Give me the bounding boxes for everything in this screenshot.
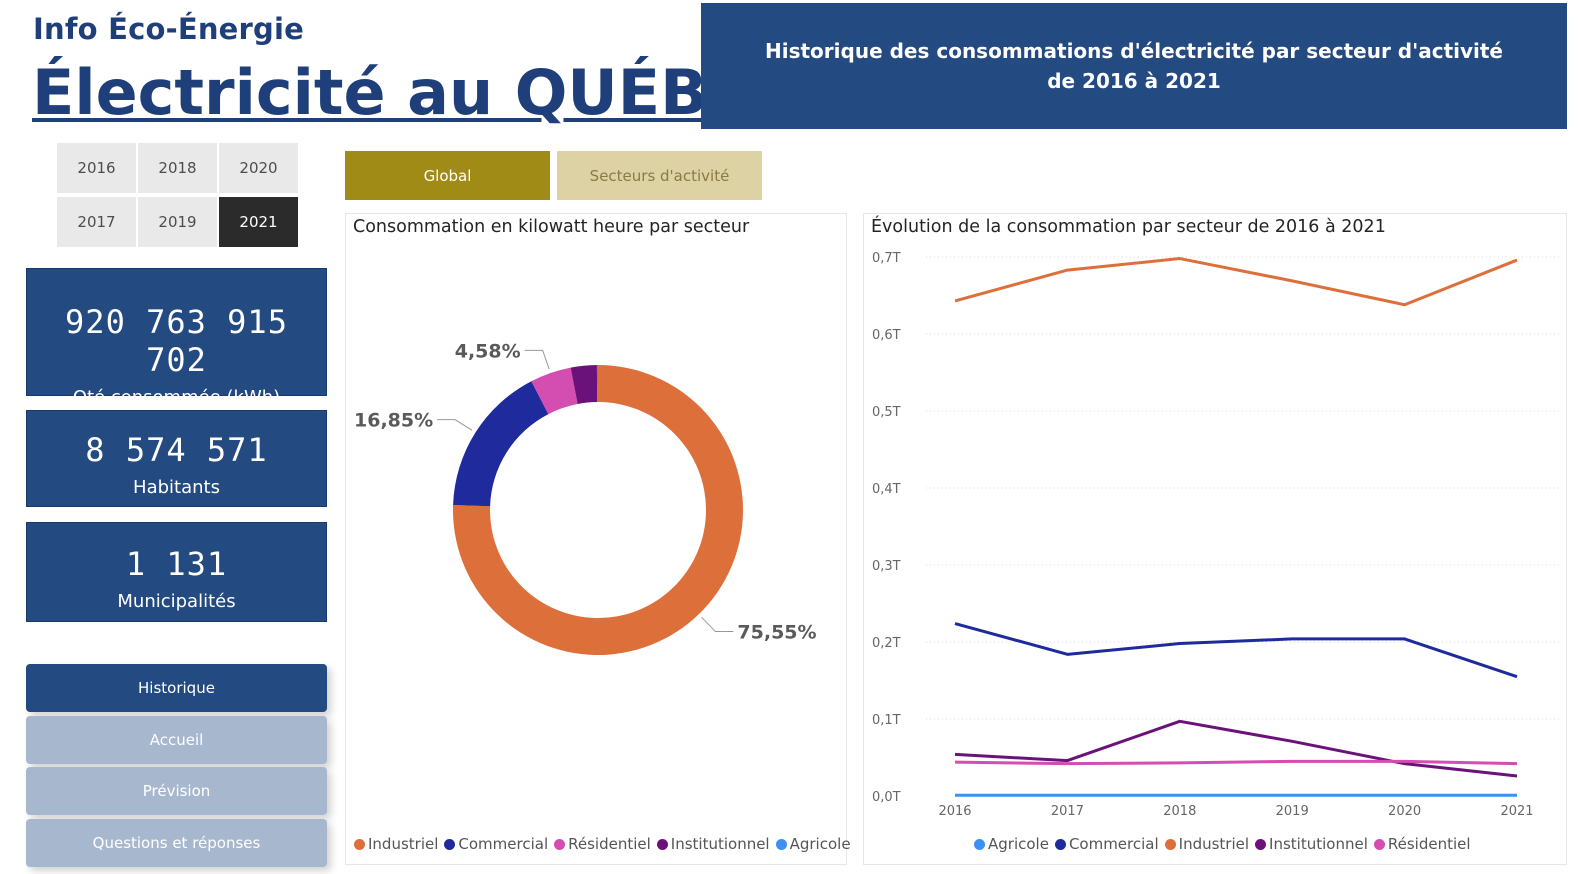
legend-dot-icon xyxy=(1373,838,1385,850)
brand-title: Électricité au QUÉBEC xyxy=(32,56,796,129)
legend-label: Agricole xyxy=(789,835,851,853)
x-tick-label: 2021 xyxy=(1500,804,1533,819)
legend-dot-icon xyxy=(1255,838,1267,850)
x-tick-label: 2018 xyxy=(1163,804,1196,819)
year-slicer: 2016 2018 2020 2017 2019 2021 xyxy=(57,143,298,247)
brand-subtitle: Info Éco-Énergie xyxy=(33,12,305,46)
x-tick-label: 2017 xyxy=(1051,804,1084,819)
kpi-population-label: Habitants xyxy=(133,477,220,498)
nav-prevision-button[interactable]: Prévision xyxy=(26,767,327,815)
kpi-consumption-value: 920 763 915 702 xyxy=(65,303,288,379)
tab-secteurs[interactable]: Secteurs d'activité xyxy=(557,151,762,200)
legend-label: Institutionnel xyxy=(670,835,770,853)
y-tick-label: 0,6T xyxy=(872,328,901,343)
line-legend-item: Institutionnel xyxy=(1255,835,1368,853)
year-button-2021[interactable]: 2021 xyxy=(219,197,298,247)
donut-leader-line xyxy=(701,616,734,633)
line-legend-item: Résidentiel xyxy=(1373,835,1471,853)
y-tick-label: 0,1T xyxy=(872,713,901,728)
donut-data-label: 4,58% xyxy=(455,340,521,362)
donut-slice-commercial xyxy=(453,381,549,507)
donut-legend-item: Résidentiel xyxy=(554,835,651,853)
donut-legend-item: Commercial xyxy=(444,835,548,853)
header-banner: Historique des consommations d'électrici… xyxy=(701,3,1567,129)
x-tick-label: 2016 xyxy=(938,804,971,819)
legend-label: Institutionnel xyxy=(1269,835,1368,853)
year-button-2018[interactable]: 2018 xyxy=(138,143,217,193)
line-legend-item: Industriel xyxy=(1164,835,1250,853)
year-button-2017[interactable]: 2017 xyxy=(57,197,136,247)
donut-leader-line xyxy=(437,419,473,431)
x-tick-label: 2019 xyxy=(1276,804,1309,819)
y-tick-label: 0,5T xyxy=(872,405,901,420)
legend-label: Agricole xyxy=(988,835,1049,853)
legend-dot-icon xyxy=(1164,838,1176,850)
nav-faq-button[interactable]: Questions et réponses xyxy=(26,819,327,867)
kpi-population-card: 8 574 571 Habitants xyxy=(26,410,327,507)
line-chart-panel: Évolution de la consommation par secteur… xyxy=(863,213,1567,865)
legend-label: Résidentiel xyxy=(1387,835,1471,853)
donut-chart-title: Consommation en kilowatt heure par secte… xyxy=(353,217,750,237)
kpi-municipalities-value: 1 131 xyxy=(125,545,228,583)
y-tick-label: 0,7T xyxy=(872,251,901,266)
tab-global[interactable]: Global xyxy=(345,151,550,200)
line-chart-title: Évolution de la consommation par secteur… xyxy=(871,217,1386,237)
year-button-2020[interactable]: 2020 xyxy=(219,143,298,193)
series-line-industriel xyxy=(954,257,1518,307)
donut-legend-item: Agricole xyxy=(775,835,851,853)
donut-data-label: 16,85% xyxy=(354,410,433,432)
series-line-institutionnel xyxy=(954,719,1518,778)
legend-label: Industriel xyxy=(368,835,439,853)
kpi-consumption-label: Qté consommée (kWh) xyxy=(72,387,281,408)
y-tick-label: 0,3T xyxy=(872,559,901,574)
donut-legend-item: Institutionnel xyxy=(656,835,770,853)
year-button-2019[interactable]: 2019 xyxy=(138,197,217,247)
donut-chart: 75,55% 16,85% 4,58% xyxy=(354,340,817,655)
legend-dot-icon xyxy=(656,838,668,850)
donut-slice-institutionnel xyxy=(570,365,598,404)
kpi-municipalities-card: 1 131 Municipalités xyxy=(26,522,327,622)
donut-slice-résidentiel xyxy=(531,367,578,415)
donut-chart-panel: Consommation en kilowatt heure par secte… xyxy=(345,213,851,865)
legend-dot-icon xyxy=(1054,838,1066,850)
header-title-line1: Historique des consommations d'électrici… xyxy=(765,39,1503,63)
header-title-line2: de 2016 à 2021 xyxy=(1047,69,1221,93)
donut-leader-line xyxy=(524,349,550,370)
legend-label: Industriel xyxy=(1178,835,1250,853)
kpi-municipalities-label: Municipalités xyxy=(117,591,236,612)
line-legend-item: Commercial xyxy=(1054,835,1159,853)
series-line-résidentiel xyxy=(954,759,1518,766)
legend-dot-icon xyxy=(444,838,456,850)
legend-label: Résidentiel xyxy=(568,835,651,853)
donut-legend: Industriel Commercial Résidentiel Instit… xyxy=(354,835,851,853)
legend-dot-icon xyxy=(554,838,566,850)
year-button-2016[interactable]: 2016 xyxy=(57,143,136,193)
series-line-commercial xyxy=(954,622,1518,679)
nav-accueil-button[interactable]: Accueil xyxy=(26,716,327,764)
line-chart: 0,0T 0,1T 0,2T 0,3T 0,4T 0,5T 0,6T 0,7T 2016 2017… xyxy=(872,251,1559,819)
line-legend: Agricole Commercial Industriel Instituti… xyxy=(974,835,1471,853)
y-tick-label: 0,2T xyxy=(872,636,901,651)
legend-dot-icon xyxy=(775,838,787,850)
x-tick-label: 2020 xyxy=(1388,804,1421,819)
legend-dot-icon xyxy=(974,838,985,850)
y-tick-label: 0,4T xyxy=(872,482,901,497)
legend-dot-icon xyxy=(354,838,365,850)
legend-label: Commercial xyxy=(1068,835,1159,853)
legend-label: Commercial xyxy=(458,835,549,853)
nav-historique-button[interactable]: Historique xyxy=(26,664,327,712)
donut-slice-agricole xyxy=(596,365,598,403)
donut-legend-item: Industriel xyxy=(354,835,438,853)
kpi-population-value: 8 574 571 xyxy=(85,431,268,469)
y-tick-label: 0,0T xyxy=(872,790,901,805)
line-legend-item: Agricole xyxy=(974,835,1049,853)
kpi-consumption-card: 920 763 915 702 Qté consommée (kWh) xyxy=(26,268,327,408)
donut-data-label: 75,55% xyxy=(737,622,816,644)
